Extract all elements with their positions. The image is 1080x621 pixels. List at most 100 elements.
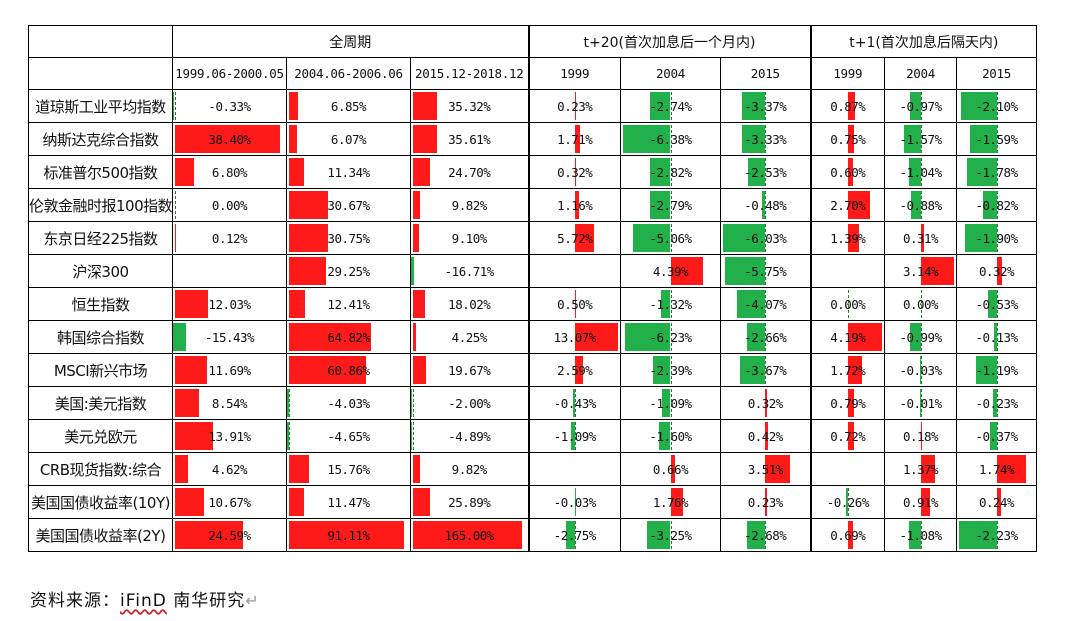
value-cell: 13.91% xyxy=(172,419,287,453)
zero-line xyxy=(413,422,415,450)
zero-line xyxy=(670,224,672,252)
cell-value: 29.25% xyxy=(327,263,370,279)
cell-value: 0.42% xyxy=(747,428,784,444)
negative-bar xyxy=(624,323,671,351)
value-cell: 0.31% xyxy=(884,221,958,255)
positive-bar xyxy=(574,290,577,318)
cell-value: 19.67% xyxy=(448,362,491,378)
negative-bar xyxy=(746,521,766,549)
cell-value: 1.72% xyxy=(830,362,866,378)
cell-value: -0.53% xyxy=(975,296,1018,312)
zero-line xyxy=(670,389,672,417)
cell-value: 24.70% xyxy=(448,164,491,180)
value-cell: 3.51% xyxy=(719,452,812,486)
value-cell: 0.75% xyxy=(809,122,886,156)
zero-line xyxy=(670,125,672,153)
value-cell: 4.25% xyxy=(410,320,529,354)
value-cell: -2.75% xyxy=(527,518,621,552)
zero-line xyxy=(996,389,998,417)
value-cell: -0.99% xyxy=(884,320,958,354)
value-cell: -0.82% xyxy=(956,188,1038,222)
row-label: MSCI新兴市场 xyxy=(28,353,173,387)
row-label: 美国国债收益率(10Y) xyxy=(28,485,173,519)
cell-value: -3.33% xyxy=(744,131,787,147)
positive-bar xyxy=(289,356,366,384)
value-cell: -3.25% xyxy=(620,518,721,552)
value-cell: -0.88% xyxy=(884,188,958,222)
negative-bar xyxy=(649,158,671,186)
cell-value: 8.54% xyxy=(211,395,248,411)
cell-value: 2.59% xyxy=(557,362,593,378)
value-cell: -2.10% xyxy=(956,89,1038,123)
cell-value: 11.69% xyxy=(208,362,251,378)
positive-bar xyxy=(574,125,581,153)
positive-bar xyxy=(413,191,420,219)
negative-bar xyxy=(969,125,997,153)
sub-header: 1999.06-2000.05 xyxy=(172,57,287,90)
cell-value: 30.67% xyxy=(327,197,370,213)
negative-bar xyxy=(920,356,921,384)
positive-bar xyxy=(289,455,310,483)
zero-line xyxy=(765,521,767,549)
positive-bar xyxy=(765,422,769,450)
negative-bar xyxy=(571,422,575,450)
cell-value: 0.23% xyxy=(557,98,593,114)
value-cell: -1.09% xyxy=(527,419,621,453)
value-cell: 0.00% xyxy=(809,287,886,321)
zero-line xyxy=(765,191,767,219)
positive-bar xyxy=(413,290,426,318)
value-cell: 12.03% xyxy=(172,287,287,321)
cell-value: 91.11% xyxy=(327,527,370,543)
value-cell: 0.60% xyxy=(809,155,886,189)
cell-value: -0.23% xyxy=(975,395,1018,411)
cell-value: 0.91% xyxy=(902,494,939,510)
positive-bar xyxy=(574,323,618,351)
value-cell: 25.89% xyxy=(410,485,529,519)
cell-value: 12.41% xyxy=(327,296,370,312)
negative-bar xyxy=(909,158,921,186)
cell-value: 1.37% xyxy=(902,461,939,477)
negative-bar xyxy=(623,125,671,153)
value-cell: 4.19% xyxy=(809,320,886,354)
cell-value: -0.37% xyxy=(975,428,1018,444)
positive-bar xyxy=(670,257,703,285)
cell-value: -2.75% xyxy=(553,527,597,543)
value-cell: 60.86% xyxy=(286,353,411,387)
cell-value: 0.12% xyxy=(211,230,248,246)
cell-value: 9.82% xyxy=(451,461,488,477)
positive-bar xyxy=(847,158,853,186)
cell-value: 0.32% xyxy=(557,164,593,180)
negative-bar xyxy=(652,356,671,384)
zero-line xyxy=(996,158,998,186)
negative-bar xyxy=(909,323,921,351)
zero-line xyxy=(996,323,998,351)
positive-bar xyxy=(996,488,1001,516)
positive-bar xyxy=(175,290,209,318)
sub-header: 2004 xyxy=(620,57,721,90)
zero-line xyxy=(765,125,767,153)
row-label: 恒生指数 xyxy=(28,287,173,321)
cell-value: -2.53% xyxy=(744,164,787,180)
cell-value: -0.33% xyxy=(208,98,251,114)
value-cell: -3.33% xyxy=(719,122,812,156)
value-cell: 38.40% xyxy=(172,122,287,156)
zero-line xyxy=(574,389,576,417)
cell-value: -4.07% xyxy=(744,296,787,312)
cell-value: 0.00% xyxy=(902,296,939,312)
value-cell: 9.10% xyxy=(410,221,529,255)
cell-value: -1.32% xyxy=(649,296,692,312)
value-cell: -2.66% xyxy=(719,320,812,354)
positive-bar xyxy=(413,488,431,516)
positive-bar xyxy=(847,191,870,219)
value-cell: 0.66% xyxy=(620,452,721,486)
negative-bar xyxy=(908,521,921,549)
value-cell: -6.38% xyxy=(620,122,721,156)
negative-bar xyxy=(411,257,415,285)
negative-bar xyxy=(920,389,922,417)
cell-value: 6.85% xyxy=(330,98,367,114)
cell-value: -1.04% xyxy=(899,164,942,180)
zero-line xyxy=(765,290,767,318)
value-cell: 91.11% xyxy=(286,518,411,552)
negative-bar xyxy=(992,389,997,417)
cell-value: -1.09% xyxy=(553,428,597,444)
